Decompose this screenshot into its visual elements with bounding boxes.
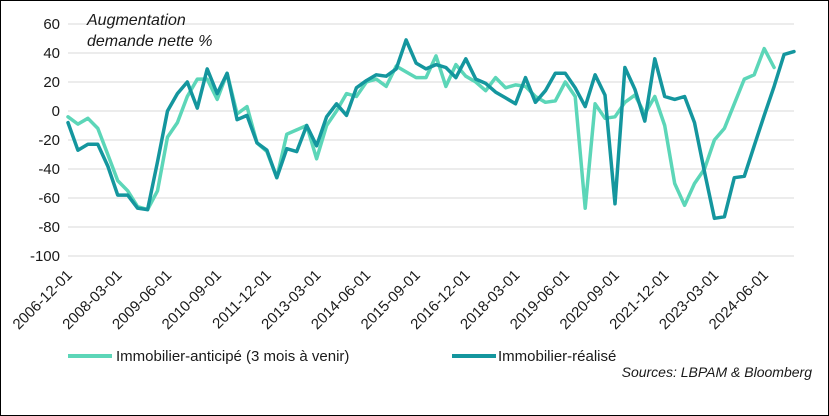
y-tick-label: -40 [38, 161, 60, 178]
y-tick-label: -20 [38, 132, 60, 149]
annotation-line-1: Augmentation [86, 12, 186, 29]
y-tick-label: -60 [38, 190, 60, 207]
legend-label-realise: Immobilier-réalisé [498, 348, 616, 365]
x-axis-ticks: 2006-12-012008-03-012009-06-012010-09-01… [10, 267, 772, 333]
source-note: Sources: LBPAM & Bloomberg [622, 364, 813, 380]
legend: Immobilier-anticipé (3 mois à venir) Imm… [68, 348, 616, 365]
series-lines [66, 38, 796, 221]
legend-label-anticipe: Immobilier-anticipé (3 mois à venir) [116, 348, 349, 365]
y-tick-label: 0 [52, 103, 60, 120]
series-line-realise [66, 38, 796, 221]
y-axis-ticks: 60 40 20 0 -20 -40 -60 -80 -100 [30, 16, 60, 265]
annotation-line-2: demande nette % [87, 33, 212, 50]
series-line-anticipe [66, 46, 776, 212]
grid-lines [68, 23, 794, 257]
y-tick-label: -100 [30, 248, 60, 265]
y-tick-label: 40 [43, 45, 60, 62]
y-tick-label: 60 [43, 16, 60, 33]
y-tick-label: -80 [38, 219, 60, 236]
y-tick-label: 20 [43, 74, 60, 91]
